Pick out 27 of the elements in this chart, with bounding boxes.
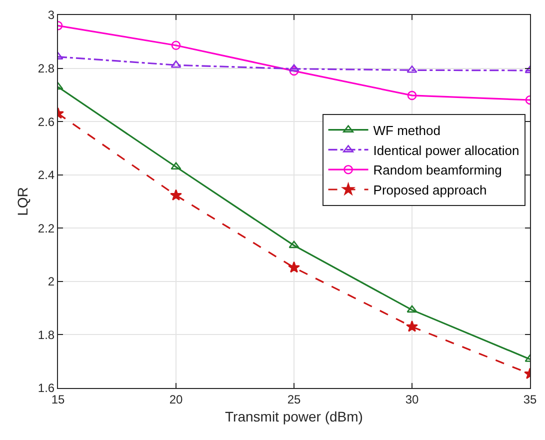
legend-label: WF method	[373, 122, 440, 138]
x-tick-label: 25	[287, 392, 301, 406]
y-tick-label: 1.8	[38, 328, 55, 342]
x-axis-title: Transmit power (dBm)	[225, 408, 363, 425]
y-tick-label: 2	[48, 274, 55, 289]
y-tick-label: 2.8	[38, 61, 55, 76]
legend-label: Random beamforming	[373, 162, 502, 178]
x-tick-label: 35	[523, 392, 537, 406]
point	[288, 261, 300, 273]
x-tick-label: 20	[169, 392, 183, 406]
y-tick-label: 3	[48, 8, 55, 22]
x-tick-label: 30	[405, 392, 419, 406]
point	[170, 60, 182, 68]
point	[170, 189, 182, 201]
point	[407, 90, 417, 100]
y-tick-label: 2.6	[38, 114, 55, 129]
point	[406, 305, 418, 313]
legend-label: Proposed approach	[373, 182, 487, 198]
point	[171, 40, 181, 50]
legend-label: Identical power allocation	[373, 142, 520, 158]
y-tick-label: 2.4	[38, 168, 55, 182]
y-tick-label: 2.2	[38, 221, 55, 236]
y-axis-title: LQR	[14, 187, 31, 216]
point	[406, 320, 418, 332]
point	[288, 240, 300, 248]
point	[289, 66, 299, 76]
point	[170, 162, 182, 170]
